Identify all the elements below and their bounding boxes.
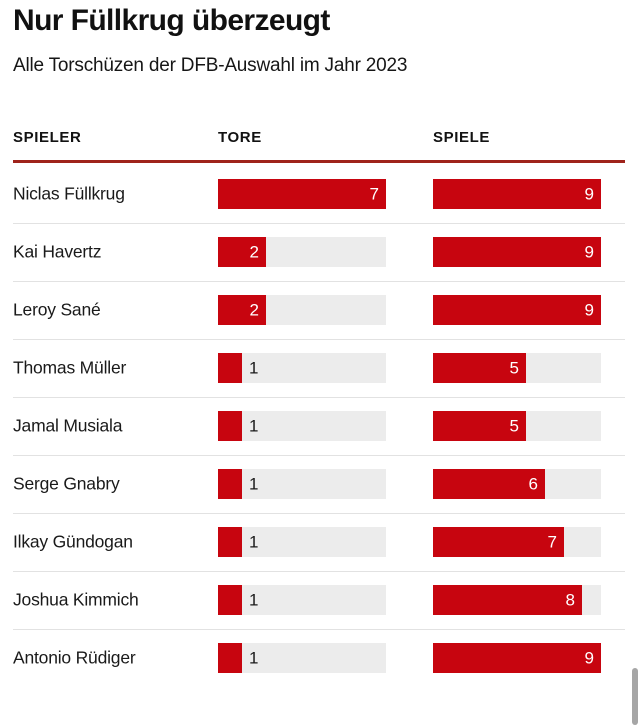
bar-fill: 7 bbox=[433, 527, 564, 557]
bar-value: 7 bbox=[369, 184, 379, 204]
bar-fill: 9 bbox=[433, 237, 601, 267]
bar-value: 9 bbox=[584, 300, 594, 320]
tore-bar: 1 bbox=[218, 527, 386, 557]
bar-fill: 8 bbox=[433, 585, 582, 615]
bar-fill bbox=[218, 585, 242, 615]
page-title: Nur Füllkrug überzeugt bbox=[13, 4, 330, 37]
bar-fill bbox=[218, 469, 242, 499]
table-header: SPIELER TORE SPIELE bbox=[0, 129, 640, 149]
table-row: Jamal Musiala 1 5 bbox=[0, 397, 640, 455]
bar-fill: 2 bbox=[218, 237, 266, 267]
player-name: Antonio Rüdiger bbox=[13, 647, 136, 668]
spiele-bar: 9 bbox=[433, 237, 601, 267]
column-header-spiele: SPIELE bbox=[433, 129, 490, 146]
tore-bar: 1 bbox=[218, 353, 386, 383]
spiele-bar: 7 bbox=[433, 527, 601, 557]
tore-bar: 2 bbox=[218, 237, 386, 267]
tore-bar: 7 bbox=[218, 179, 386, 209]
bar-fill bbox=[218, 411, 242, 441]
player-name: Ilkay Gündogan bbox=[13, 531, 133, 552]
bar-fill: 9 bbox=[433, 643, 601, 673]
spiele-bar: 9 bbox=[433, 179, 601, 209]
table-row: Leroy Sané 2 9 bbox=[0, 281, 640, 339]
header-rule bbox=[13, 160, 625, 163]
player-name: Serge Gnabry bbox=[13, 473, 120, 494]
bar-fill bbox=[218, 353, 242, 383]
table-row: Serge Gnabry 1 6 bbox=[0, 455, 640, 513]
bar-value: 1 bbox=[249, 474, 259, 494]
player-name: Joshua Kimmich bbox=[13, 589, 139, 610]
table-row: Thomas Müller 1 5 bbox=[0, 339, 640, 397]
spiele-bar: 5 bbox=[433, 411, 601, 441]
table-row: Kai Havertz 2 9 bbox=[0, 223, 640, 281]
bar-value: 1 bbox=[249, 358, 259, 378]
bar-fill: 5 bbox=[433, 353, 526, 383]
player-name: Kai Havertz bbox=[13, 241, 102, 262]
column-header-tore: TORE bbox=[218, 129, 262, 146]
spiele-bar: 8 bbox=[433, 585, 601, 615]
bar-value: 1 bbox=[249, 648, 259, 668]
bar-fill: 2 bbox=[218, 295, 266, 325]
tore-bar: 1 bbox=[218, 469, 386, 499]
column-header-spieler: SPIELER bbox=[13, 129, 82, 146]
player-name: Jamal Musiala bbox=[13, 415, 123, 436]
spiele-bar: 9 bbox=[433, 643, 601, 673]
bar-value: 1 bbox=[249, 532, 259, 552]
bar-fill: 9 bbox=[433, 295, 601, 325]
tore-bar: 1 bbox=[218, 643, 386, 673]
bar-value: 2 bbox=[249, 242, 259, 262]
table-row: Antonio Rüdiger 1 9 bbox=[0, 629, 640, 687]
spiele-bar: 9 bbox=[433, 295, 601, 325]
bar-fill bbox=[218, 643, 242, 673]
page-subtitle: Alle Torschüzen der DFB-Auswahl im Jahr … bbox=[13, 54, 408, 76]
player-name: Thomas Müller bbox=[13, 357, 127, 378]
bar-value: 7 bbox=[547, 532, 557, 552]
bar-value: 2 bbox=[249, 300, 259, 320]
bar-fill: 5 bbox=[433, 411, 526, 441]
bar-value: 8 bbox=[565, 590, 575, 610]
bar-fill: 7 bbox=[218, 179, 386, 209]
bar-value: 6 bbox=[528, 474, 538, 494]
tore-bar: 1 bbox=[218, 585, 386, 615]
player-name: Niclas Füllkrug bbox=[13, 183, 125, 204]
bar-value: 5 bbox=[509, 416, 519, 436]
table-rows: Niclas Füllkrug 7 9 Kai Havertz 2 9 Leroy Sané… bbox=[0, 165, 640, 687]
bar-value: 9 bbox=[584, 242, 594, 262]
bar-value: 9 bbox=[584, 648, 594, 668]
spiele-bar: 6 bbox=[433, 469, 601, 499]
player-name: Leroy Sané bbox=[13, 299, 101, 320]
bar-fill: 6 bbox=[433, 469, 545, 499]
bar-value: 5 bbox=[509, 358, 519, 378]
bar-value: 1 bbox=[249, 416, 259, 436]
bar-fill: 9 bbox=[433, 179, 601, 209]
bar-value: 9 bbox=[584, 184, 594, 204]
bar-value: 1 bbox=[249, 590, 259, 610]
spiele-bar: 5 bbox=[433, 353, 601, 383]
table-row: Ilkay Gündogan 1 7 bbox=[0, 513, 640, 571]
tore-bar: 2 bbox=[218, 295, 386, 325]
table-row: Joshua Kimmich 1 8 bbox=[0, 571, 640, 629]
scrollbar-thumb[interactable] bbox=[632, 668, 638, 725]
tore-bar: 1 bbox=[218, 411, 386, 441]
bar-fill bbox=[218, 527, 242, 557]
table-row: Niclas Füllkrug 7 9 bbox=[0, 165, 640, 223]
